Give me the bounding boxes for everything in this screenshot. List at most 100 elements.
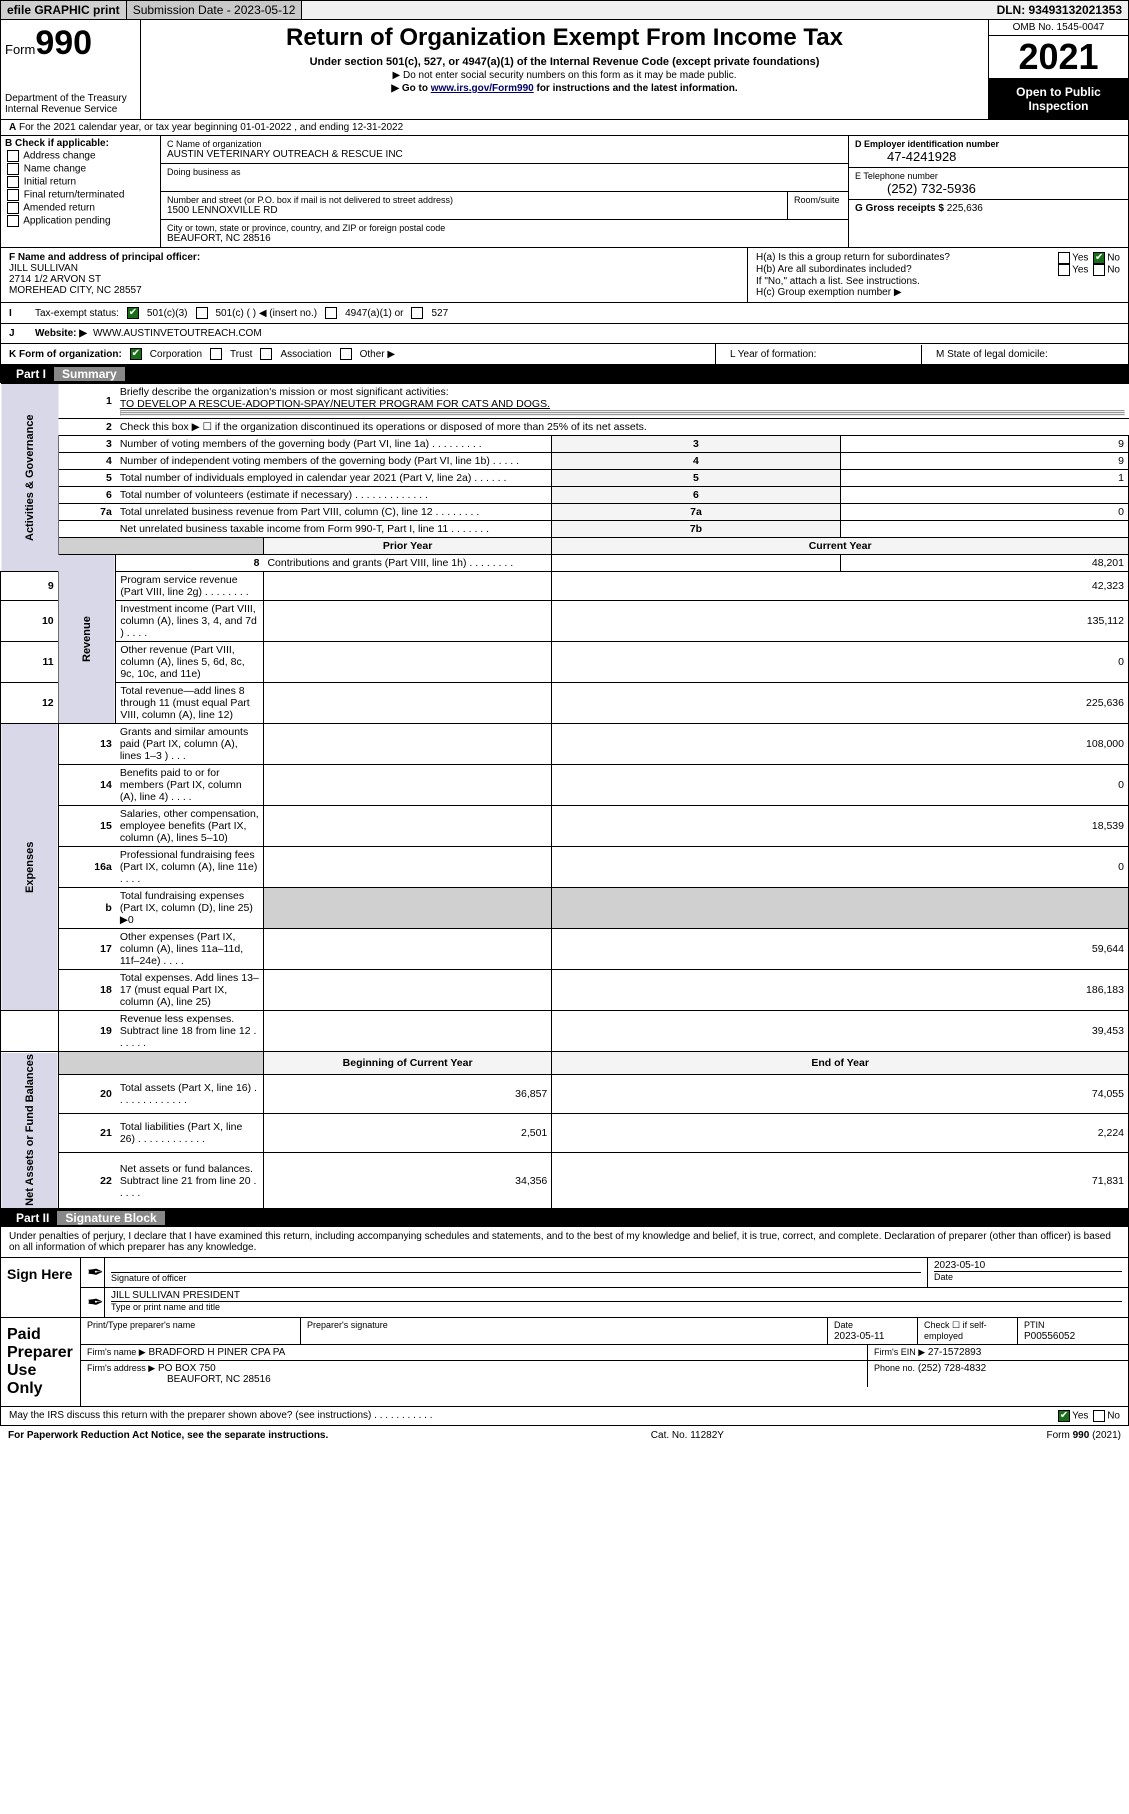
- box-c-name-label: C Name of organization: [167, 139, 842, 149]
- vlabel-netassets: Net Assets or Fund Balances: [1, 1052, 59, 1209]
- v5: 1: [840, 470, 1128, 487]
- officer-addr2: MOREHEAD CITY, NC 28557: [9, 285, 739, 296]
- website: WWW.AUSTINVETOUTREACH.COM: [93, 328, 262, 339]
- rev11: 0: [552, 642, 1129, 683]
- na20e: 74,055: [552, 1074, 1129, 1113]
- addr-label: Number and street (or P.O. box if mail i…: [167, 195, 781, 205]
- sig-officer-label: Signature of officer: [111, 1272, 921, 1283]
- exp13: 108,000: [552, 724, 1129, 765]
- row-i: ITax-exempt status: ✔501(c)(3) 501(c) ( …: [0, 303, 1129, 324]
- ein: 47-4241928: [855, 149, 1122, 164]
- col-prior: Prior Year: [263, 538, 551, 555]
- firm-addr2: BEAUFORT, NC 28516: [167, 1374, 271, 1385]
- tax-year: 2021: [989, 36, 1128, 79]
- rev10: 135,112: [552, 601, 1129, 642]
- chk-501c3[interactable]: ✔: [127, 307, 139, 319]
- box-f-label: F Name and address of principal officer:: [9, 252, 200, 263]
- chk-other[interactable]: [340, 348, 352, 360]
- col-boc: Beginning of Current Year: [263, 1052, 551, 1075]
- v7b: [840, 521, 1128, 538]
- form-ref: Form 990 (2021): [1047, 1430, 1121, 1441]
- mission: TO DEVELOP A RESCUE-ADOPTION-SPAY/NEUTER…: [120, 398, 550, 410]
- dln: DLN: 93493132021353: [991, 1, 1128, 19]
- hb-label: H(b) Are all subordinates included?: [756, 264, 912, 276]
- form-number: 990: [35, 24, 92, 62]
- box-g-label: G Gross receipts $: [855, 203, 944, 214]
- vlabel-activities: Activities & Governance: [1, 384, 59, 572]
- chk-527[interactable]: [411, 307, 423, 319]
- hc-label: H(c) Group exemption number ▶: [756, 287, 1120, 298]
- na21e: 2,224: [552, 1114, 1129, 1153]
- box-m: M State of legal domicile:: [928, 345, 1128, 364]
- box-l: L Year of formation:: [722, 345, 922, 364]
- exp14: 0: [552, 765, 1129, 806]
- line-a: A For the 2021 calendar year, or tax yea…: [0, 120, 1129, 136]
- phone: (252) 732-5936: [855, 181, 1122, 196]
- chk-4947[interactable]: [325, 307, 337, 319]
- chk-initial-return[interactable]: Initial return: [5, 176, 156, 188]
- v6: [840, 487, 1128, 504]
- form-subtitle: Under section 501(c), 527, or 4947(a)(1)…: [149, 56, 980, 68]
- part-ii-header: Part IISignature Block: [0, 1209, 1129, 1227]
- pra-notice: For Paperwork Reduction Act Notice, see …: [8, 1430, 328, 1441]
- chk-final-return[interactable]: Final return/terminated: [5, 189, 156, 201]
- prep-date: 2023-05-11: [834, 1331, 884, 1342]
- chk-amended[interactable]: Amended return: [5, 202, 156, 214]
- na22b: 34,356: [263, 1153, 551, 1208]
- chk-discuss-no[interactable]: [1093, 1410, 1105, 1422]
- box-b-header: B Check if applicable:: [5, 138, 156, 149]
- chk-discuss-yes[interactable]: ✔: [1058, 1410, 1070, 1422]
- section-bcdeg: B Check if applicable: Address change Na…: [0, 136, 1129, 248]
- dba-label: Doing business as: [167, 167, 842, 177]
- firm-name: BRADFORD H PINER CPA PA: [148, 1347, 285, 1358]
- dept-treasury: Department of the Treasury: [5, 93, 136, 104]
- irs-label: Internal Revenue Service: [5, 104, 136, 115]
- section-fh: F Name and address of principal officer:…: [0, 248, 1129, 303]
- form-title: Return of Organization Exempt From Incom…: [149, 24, 980, 52]
- chk-app-pending[interactable]: Application pending: [5, 215, 156, 227]
- col-eoy: End of Year: [552, 1052, 1129, 1075]
- form-prefix: Form: [5, 42, 35, 57]
- v3: 9: [840, 436, 1128, 453]
- open-to-public: Open to Public Inspection: [989, 79, 1128, 119]
- room-suite-label: Room/suite: [788, 192, 848, 219]
- box-d-label: D Employer identification number: [855, 139, 1122, 149]
- firm-addr: PO BOX 750: [158, 1363, 216, 1374]
- officer-addr1: 2714 1/2 ARVON ST: [9, 274, 739, 285]
- firm-ein: 27-1572893: [928, 1347, 981, 1358]
- chk-501c[interactable]: [196, 307, 208, 319]
- city-state-zip: BEAUFORT, NC 28516: [167, 233, 842, 244]
- page-footer: For Paperwork Reduction Act Notice, see …: [0, 1426, 1129, 1445]
- paid-preparer-label: Paid Preparer Use Only: [1, 1318, 81, 1406]
- form-header: Form990 Department of the Treasury Inter…: [0, 20, 1129, 120]
- vlabel-revenue: Revenue: [58, 555, 116, 724]
- declaration: Under penalties of perjury, I declare th…: [1, 1227, 1128, 1257]
- na21b: 2,501: [263, 1114, 551, 1153]
- note-ssn: ▶ Do not enter social security numbers o…: [149, 70, 980, 81]
- box-e-label: E Telephone number: [855, 171, 1122, 181]
- org-name: AUSTIN VETERINARY OUTREACH & RESCUE INC: [167, 149, 842, 160]
- note-goto: ▶ Go to www.irs.gov/Form990 for instruct…: [149, 83, 980, 94]
- signature-block: Under penalties of perjury, I declare th…: [0, 1227, 1129, 1426]
- efile-label[interactable]: efile GRAPHIC print: [1, 1, 127, 19]
- exp18: 186,183: [552, 970, 1129, 1011]
- omb-number: OMB No. 1545-0047: [989, 20, 1128, 36]
- rev8: 48,201: [840, 555, 1128, 572]
- officer-name: JILL SULLIVAN: [9, 263, 739, 274]
- row-j: JWebsite: ▶ WWW.AUSTINVETOUTREACH.COM: [0, 324, 1129, 344]
- submission-date: Submission Date - 2023-05-12: [127, 1, 303, 19]
- chk-trust[interactable]: [210, 348, 222, 360]
- sign-here-label: Sign Here: [1, 1258, 81, 1317]
- ptin: P00556052: [1024, 1331, 1075, 1342]
- chk-corp[interactable]: ✔: [130, 348, 142, 360]
- part-i-header: Part ISummary: [0, 365, 1129, 383]
- irs-link[interactable]: www.irs.gov/Form990: [431, 83, 534, 94]
- chk-self-employed[interactable]: Check ☐ if self-employed: [918, 1318, 1018, 1344]
- sig-date: 2023-05-10: [934, 1260, 1122, 1271]
- col-current: Current Year: [552, 538, 1129, 555]
- chk-assoc[interactable]: [260, 348, 272, 360]
- chk-address-change[interactable]: Address change: [5, 150, 156, 162]
- na22e: 71,831: [552, 1153, 1129, 1208]
- chk-name-change[interactable]: Name change: [5, 163, 156, 175]
- ha-label: H(a) Is this a group return for subordin…: [756, 252, 950, 264]
